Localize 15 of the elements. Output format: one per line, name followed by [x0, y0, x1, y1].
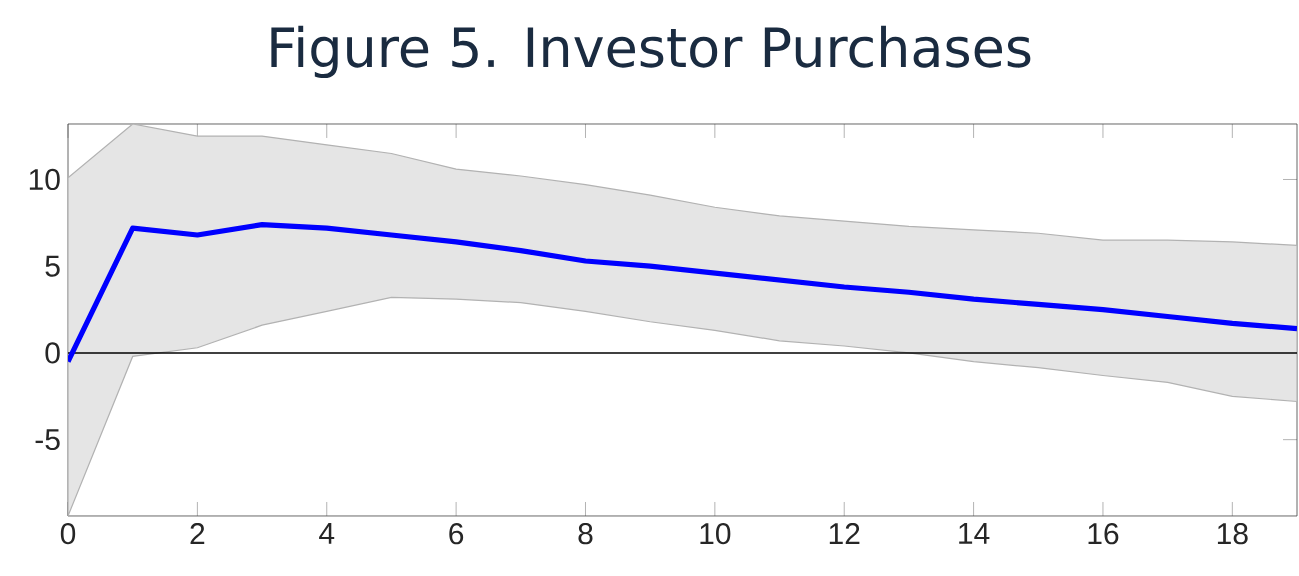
y-tick-label: 0	[45, 342, 60, 364]
y-tick-label: 10	[29, 168, 60, 191]
y-tick-label: -5	[35, 429, 60, 451]
x-tick-label: 2	[190, 523, 205, 544]
x-tick-label: 8	[578, 523, 593, 545]
x-tick-label: 14	[959, 523, 990, 544]
x-tick-label: 4	[319, 523, 335, 544]
x-tick-label: 0	[60, 523, 76, 545]
x-tick-label: 10	[700, 523, 731, 545]
x-tick-label: 12	[829, 523, 860, 544]
y-tick-label: 5	[45, 255, 60, 277]
x-tick-label: 16	[1088, 523, 1119, 545]
x-tick-label: 6	[449, 523, 464, 545]
x-tick-label: 18	[1217, 523, 1248, 545]
chart-title: Figure 5. Investor Purchases	[271, 25, 1031, 79]
